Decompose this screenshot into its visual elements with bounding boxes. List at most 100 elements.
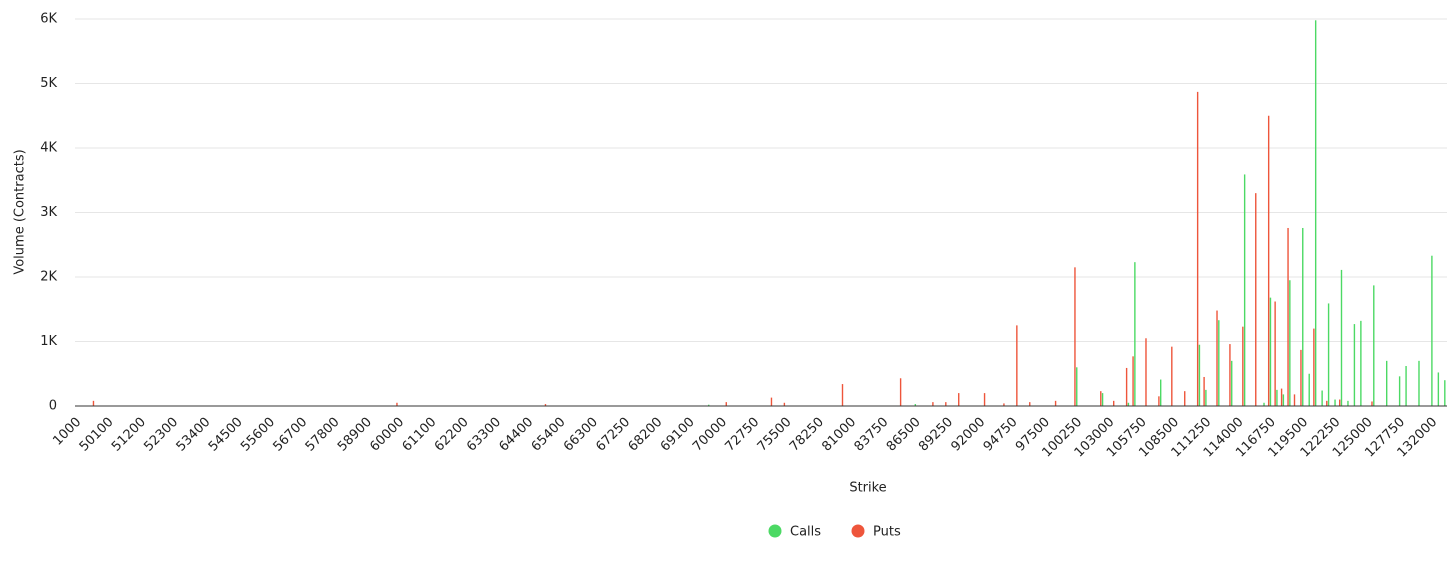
bar <box>1205 389 1207 406</box>
y-tick-label: 5K <box>40 76 57 91</box>
bar <box>1347 400 1349 406</box>
bar <box>1437 372 1440 406</box>
x-tick-label: 75500 <box>755 415 795 455</box>
bar <box>1444 380 1446 406</box>
bar <box>1276 389 1278 406</box>
bar <box>1003 403 1005 406</box>
x-tick-label: 92000 <box>948 415 988 455</box>
y-tick-label: 2K <box>40 270 57 285</box>
x-tick-label: 66300 <box>561 415 601 455</box>
bar <box>1134 262 1136 406</box>
bar <box>396 402 398 406</box>
bar <box>1327 303 1330 406</box>
bar <box>932 402 934 406</box>
bar <box>1280 388 1283 406</box>
bar <box>945 402 947 406</box>
bar <box>1340 269 1343 406</box>
x-tick-label: 67250 <box>593 415 633 455</box>
x-tick-label: 50100 <box>77 415 117 455</box>
bar <box>770 397 773 406</box>
x-tick-label: 78250 <box>787 415 827 455</box>
x-tick-label: 61100 <box>400 415 440 455</box>
bar <box>1360 320 1362 406</box>
bar <box>1216 310 1218 406</box>
y-tick-label: 6K <box>40 12 57 27</box>
bar <box>1016 325 1018 406</box>
bar <box>1231 360 1233 406</box>
bar <box>1274 301 1276 406</box>
x-tick-label: 70000 <box>690 415 730 455</box>
bar <box>1431 255 1433 406</box>
bar <box>958 393 960 406</box>
bar <box>1100 391 1102 406</box>
bar <box>1386 360 1388 406</box>
bar <box>1203 376 1205 406</box>
x-tick-label: 72750 <box>722 415 762 455</box>
x-tick-label: 64400 <box>496 415 536 455</box>
x-tick-label: 65400 <box>529 415 569 455</box>
bar <box>983 393 986 406</box>
bar <box>914 404 917 406</box>
x-tick-label: 56700 <box>270 415 310 455</box>
y-tick-label: 1K <box>40 334 57 349</box>
bar <box>725 402 727 406</box>
bar <box>1300 349 1302 406</box>
bar <box>1229 344 1231 406</box>
bar <box>1255 193 1257 406</box>
x-tick-label: 86500 <box>884 415 924 455</box>
bar <box>1242 326 1244 406</box>
bar <box>1218 320 1220 406</box>
bar <box>1196 91 1199 406</box>
bar <box>1353 324 1356 406</box>
x-axis-title: Strike <box>849 481 886 496</box>
x-tick-label: 62200 <box>432 415 472 455</box>
bar <box>1371 401 1373 406</box>
y-tick-label: 3K <box>40 205 57 220</box>
bar <box>1308 373 1310 406</box>
bar <box>1132 356 1134 406</box>
bar <box>1113 400 1115 406</box>
bar <box>1267 115 1270 406</box>
bar <box>899 378 902 406</box>
bar <box>841 384 844 406</box>
x-tick-label: 57800 <box>303 415 343 455</box>
bar <box>1158 396 1160 406</box>
x-tick-label: 83750 <box>852 415 892 455</box>
bar <box>1184 391 1186 406</box>
bar <box>1326 400 1328 406</box>
x-tick-label: 81000 <box>819 415 859 455</box>
bar <box>1160 379 1162 406</box>
bar <box>1054 400 1057 406</box>
bar <box>1101 393 1104 406</box>
bar <box>1127 402 1130 406</box>
bar <box>1125 367 1128 406</box>
legend-label: Calls <box>790 525 821 540</box>
x-tick-label: 52300 <box>141 415 181 455</box>
bar <box>1398 376 1401 406</box>
bar <box>92 400 95 406</box>
bar <box>1145 338 1147 406</box>
x-tick-label: 68200 <box>626 415 666 455</box>
x-tick-label: 89250 <box>916 415 956 455</box>
bar <box>1074 267 1076 406</box>
x-tick-label: 63300 <box>464 415 504 455</box>
bar <box>1171 346 1173 406</box>
x-tick-label: 94750 <box>981 415 1021 455</box>
bar <box>1339 399 1341 406</box>
y-tick-label: 4K <box>40 141 57 156</box>
bar <box>1302 227 1304 406</box>
bar <box>1313 328 1315 406</box>
bar <box>1198 344 1201 406</box>
bar <box>544 404 547 406</box>
bar <box>1263 402 1265 406</box>
legend-marker <box>851 524 865 538</box>
x-tick-label: 54500 <box>206 415 246 455</box>
legend-label: Puts <box>873 525 901 540</box>
bar <box>1373 285 1375 406</box>
y-tick-label: 0 <box>49 399 57 414</box>
x-tick-label: 69100 <box>658 415 698 455</box>
bar <box>1243 174 1246 406</box>
legend-marker <box>768 524 782 538</box>
bar <box>1282 394 1285 406</box>
